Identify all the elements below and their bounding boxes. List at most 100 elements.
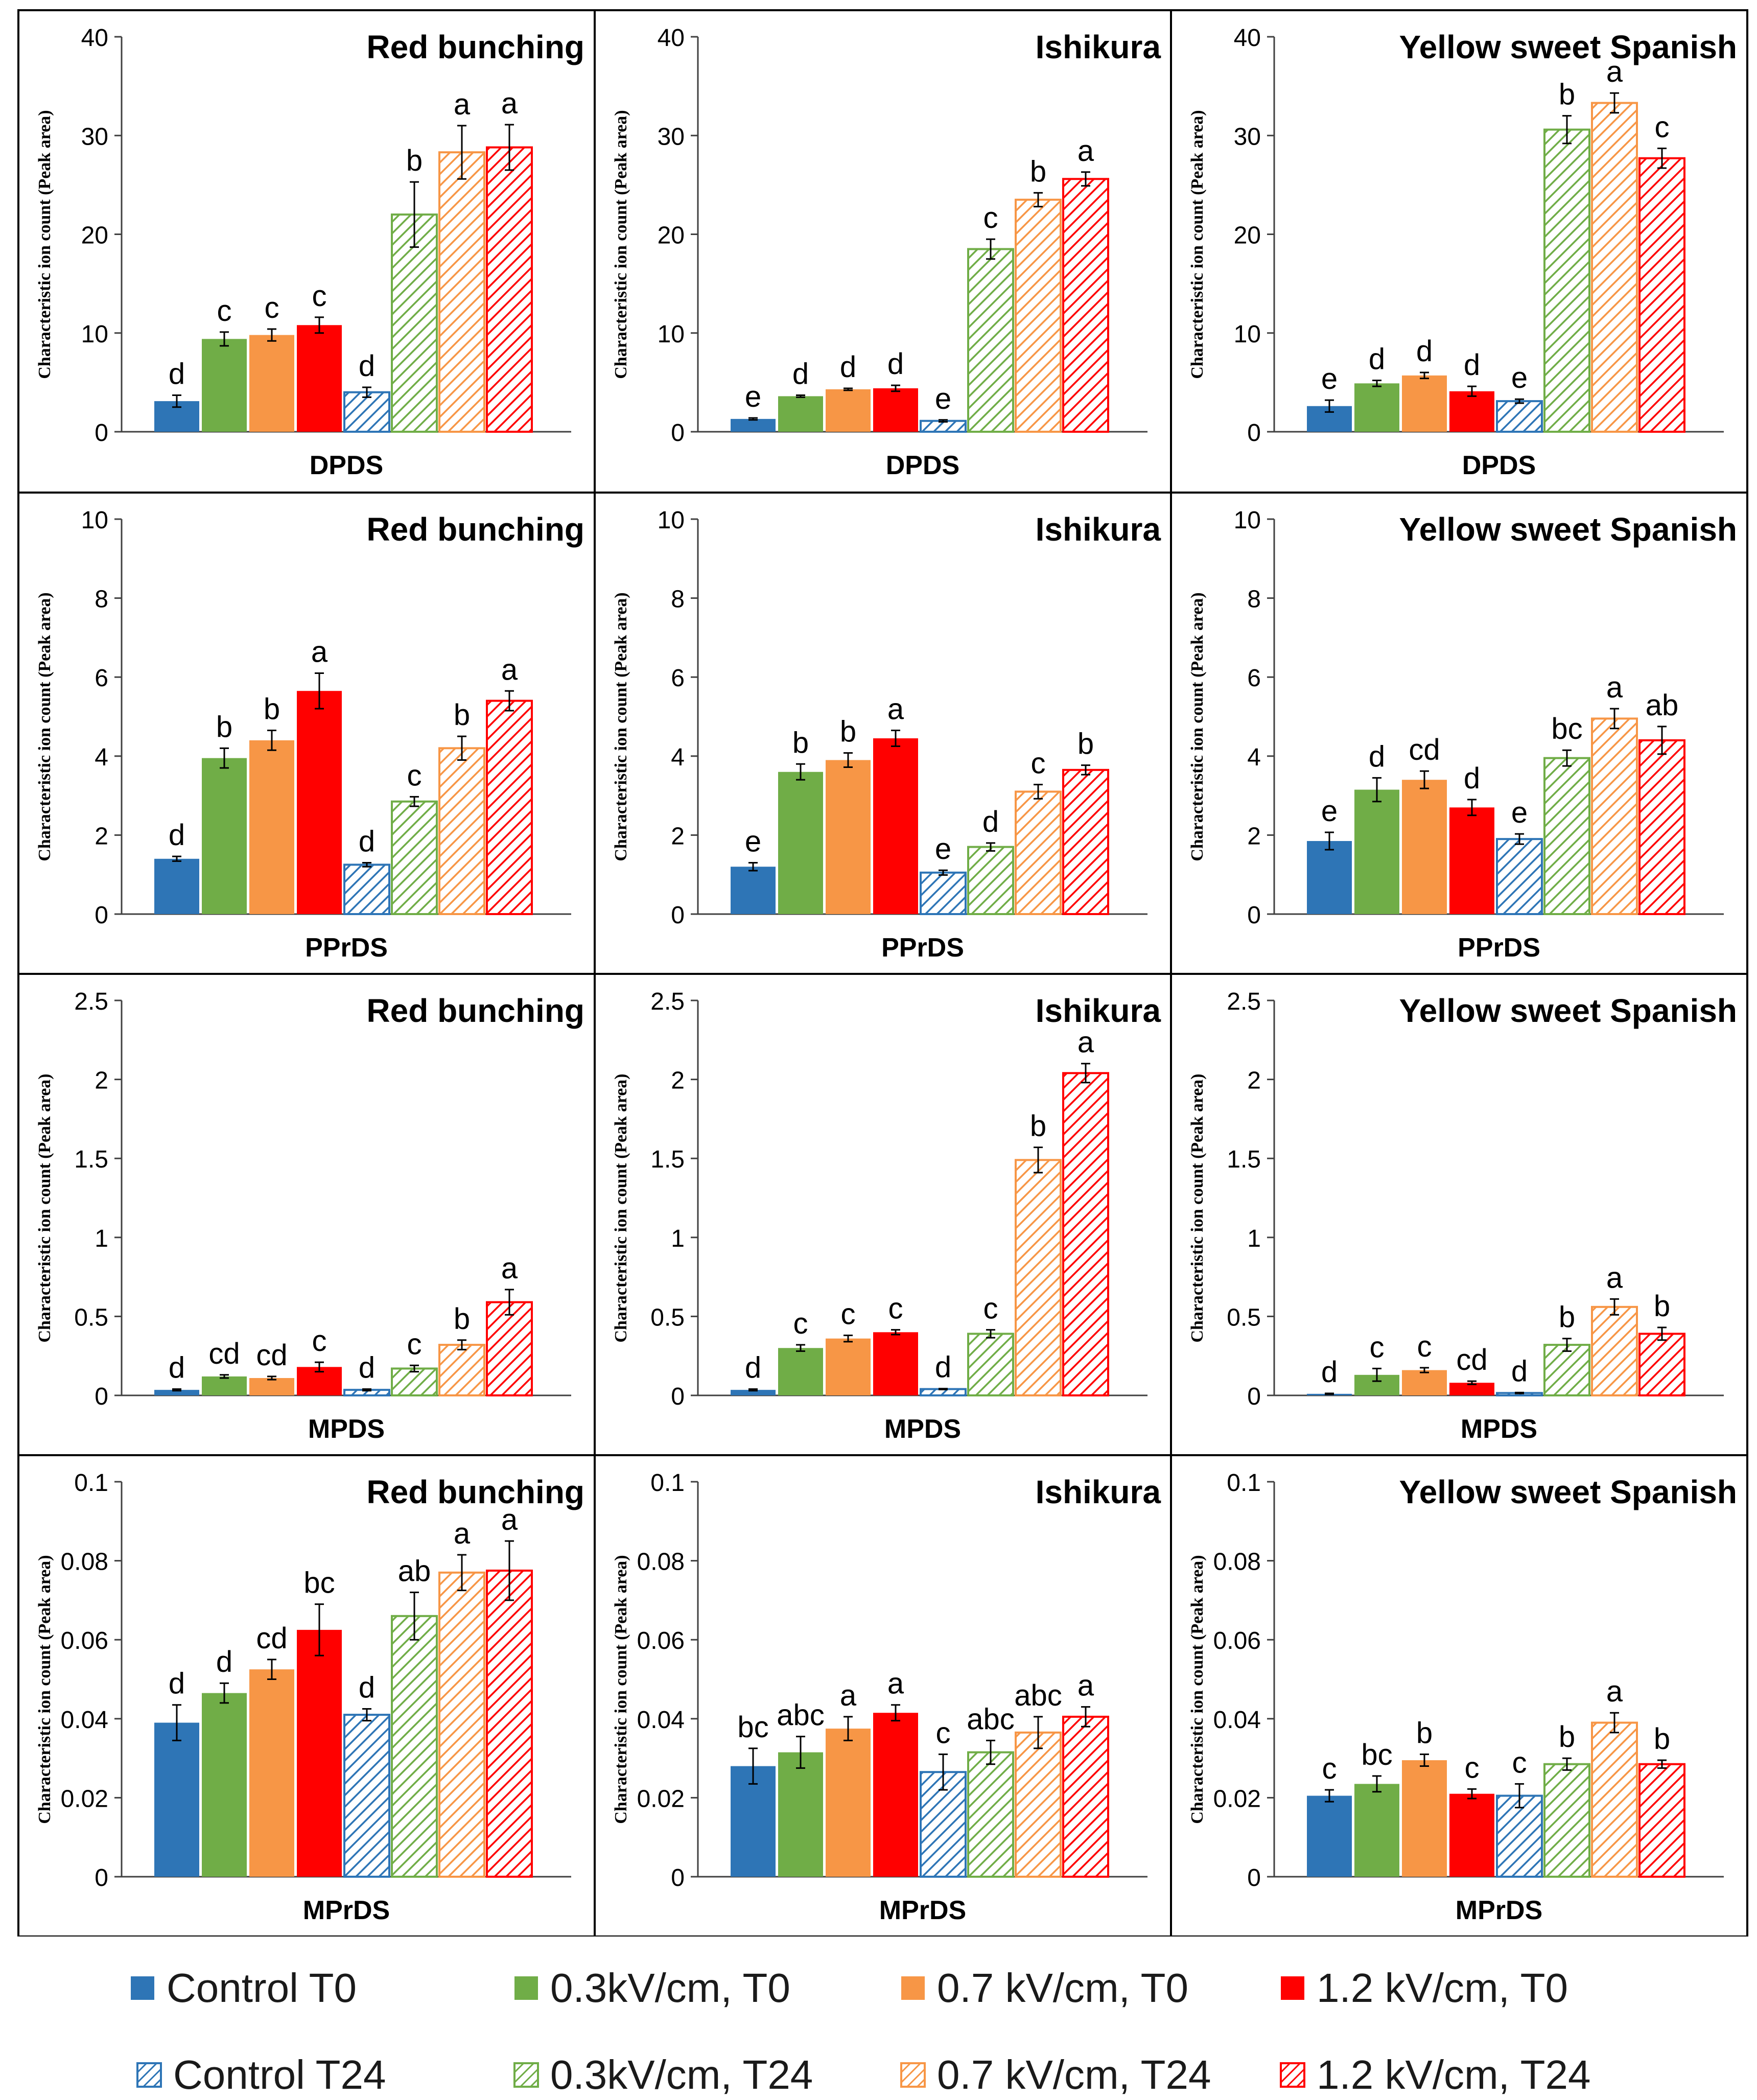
legend-label: 0.7 kV/cm, T0 xyxy=(937,1965,1189,2011)
y-axis-label: Characteristic ion count (Peak area) xyxy=(1188,592,1207,861)
bar xyxy=(1543,1763,1590,1878)
y-tick-label: 0 xyxy=(1247,1383,1261,1410)
significance-letter: d xyxy=(169,1351,185,1385)
x-axis-label: MPDS xyxy=(1461,1414,1537,1444)
significance-letter: b xyxy=(216,710,232,743)
significance-letter: b xyxy=(1030,155,1046,188)
bar xyxy=(486,1301,533,1397)
significance-letter: a xyxy=(454,1517,471,1550)
significance-letter: a xyxy=(1606,55,1623,88)
panel-grid-borders xyxy=(17,9,1748,1936)
significance-letter: e xyxy=(745,825,761,858)
panel-title: Red bunching xyxy=(366,992,584,1029)
significance-letter: a xyxy=(1606,671,1623,704)
legend-label: 0.7 kV/cm, T24 xyxy=(937,2052,1211,2097)
y-tick-label: 0 xyxy=(671,1383,685,1410)
x-axis-label: DPDS xyxy=(1462,451,1536,480)
y-tick-label: 40 xyxy=(658,25,685,52)
significance-letter: b xyxy=(1654,1290,1670,1323)
legend-swatch xyxy=(136,2062,162,2088)
bar xyxy=(297,1629,342,1877)
bar xyxy=(920,1771,967,1878)
y-axis-label: Characteristic ion count (Peak area) xyxy=(35,592,54,861)
y-tick-label: 0 xyxy=(95,1864,108,1892)
panel-0-0: Red bunching 0 10 20 30 40 Characteristic ion … xyxy=(35,25,584,480)
y-tick-label: 0.04 xyxy=(637,1707,685,1734)
bar xyxy=(1543,757,1590,916)
significance-letter: b xyxy=(1654,1722,1670,1756)
y-tick-label: 0 xyxy=(671,902,685,929)
y-tick-label: 1 xyxy=(95,1225,108,1252)
bar xyxy=(1402,1370,1447,1395)
y-tick-label: 4 xyxy=(671,744,685,771)
x-axis-label: PPrDS xyxy=(1458,933,1540,963)
y-tick-label: 20 xyxy=(81,222,108,249)
significance-letter: c xyxy=(983,201,998,235)
y-tick-label: 0.08 xyxy=(61,1549,108,1576)
x-axis-label: MPrDS xyxy=(879,1896,966,1925)
bar xyxy=(391,800,438,915)
significance-letter: cd xyxy=(256,1339,287,1372)
bar xyxy=(438,1571,485,1878)
significance-letter: d xyxy=(935,1351,951,1384)
significance-letter: d xyxy=(169,1667,185,1700)
bar xyxy=(731,867,776,914)
y-axis-label: Characteristic ion count (Peak area) xyxy=(1188,1074,1207,1342)
panel-title: Ishikura xyxy=(1036,511,1161,548)
legend-item-12-t0: 1.2 kV/cm, T0 xyxy=(1280,1965,1568,2012)
significance-letter: b xyxy=(406,144,423,177)
y-tick-label: 2 xyxy=(95,823,108,850)
legend-label: 1.2 kV/cm, T0 xyxy=(1317,1965,1568,2011)
panel-3-2: Yellow sweet Spanish 0 0.02 0.04 0.06 0.08 0.1… xyxy=(1188,1469,1737,1925)
significance-letter: c xyxy=(312,279,327,313)
bar xyxy=(1062,768,1109,915)
bar xyxy=(343,391,390,433)
panel-2-1: Ishikura 0 0.5 1 1.5 2 2.5 Characteristic ion c… xyxy=(612,988,1161,1444)
bar xyxy=(343,864,390,915)
bar xyxy=(1449,807,1494,914)
significance-letter: b xyxy=(1416,1716,1433,1749)
significance-letter: abc xyxy=(967,1702,1015,1736)
significance-letter: a xyxy=(840,1679,857,1712)
significance-letter: e xyxy=(1321,362,1338,395)
bar xyxy=(297,325,342,432)
y-tick-label: 40 xyxy=(81,25,108,52)
significance-letter: a xyxy=(501,87,518,120)
significance-letter: a xyxy=(501,653,518,686)
bar xyxy=(1402,1760,1447,1877)
bar xyxy=(249,740,294,914)
y-axis-label: Characteristic ion count (Peak area) xyxy=(35,1074,54,1342)
bar xyxy=(1638,157,1685,433)
y-tick-label: 2 xyxy=(95,1067,108,1094)
bar xyxy=(731,418,776,432)
significance-letter: c xyxy=(1655,110,1670,144)
panel-title: Ishikura xyxy=(1036,29,1161,65)
bar xyxy=(297,691,342,914)
significance-letter: b xyxy=(1077,728,1094,761)
significance-letter: d xyxy=(1369,740,1385,773)
significance-letter: a xyxy=(501,1503,518,1536)
panel-title: Ishikura xyxy=(1036,992,1161,1029)
panel-1-1: Ishikura 0 2 4 6 8 10 Characteristic ion count … xyxy=(612,507,1161,963)
legend-swatch xyxy=(131,1976,154,2000)
x-axis-label: MPDS xyxy=(308,1414,385,1444)
y-tick-label: 10 xyxy=(1234,507,1261,534)
bar xyxy=(438,151,485,433)
y-axis-label: Characteristic ion count (Peak area) xyxy=(35,1555,54,1824)
significance-letter: d xyxy=(216,1645,232,1678)
y-tick-label: 0 xyxy=(95,902,108,929)
legend-swatch xyxy=(1281,1976,1304,2000)
panel-0-2: Yellow sweet Spanish 0 10 20 30 40 Characteris… xyxy=(1188,25,1737,480)
bar xyxy=(249,335,294,432)
bar xyxy=(486,146,533,433)
y-tick-label: 20 xyxy=(1234,222,1261,249)
x-axis-label: PPrDS xyxy=(881,933,964,963)
significance-letter: c xyxy=(1370,1331,1385,1364)
y-tick-label: 1 xyxy=(671,1225,685,1252)
bar xyxy=(1638,1333,1685,1397)
bar xyxy=(1591,1721,1638,1878)
bar xyxy=(1354,789,1399,914)
significance-letter: b xyxy=(1559,1720,1575,1754)
